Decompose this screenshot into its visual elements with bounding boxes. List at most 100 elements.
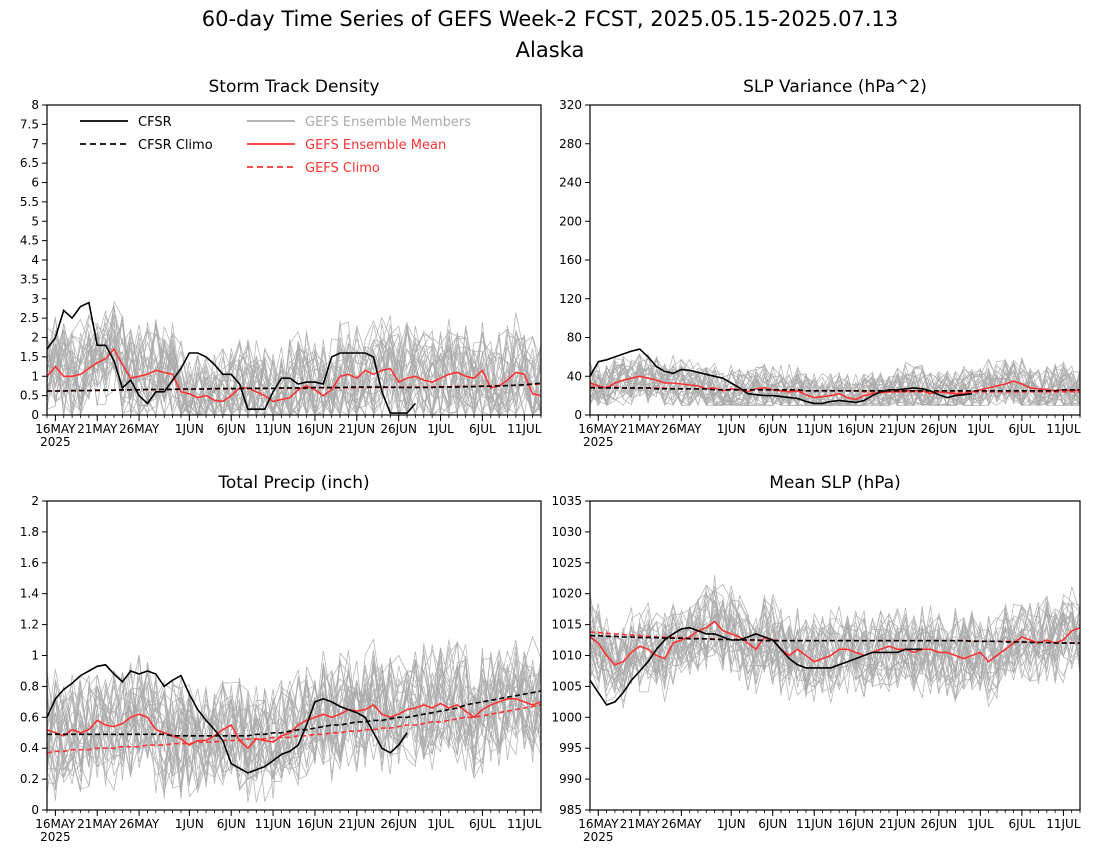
x-tick-label: 21JUN [879, 817, 916, 831]
ensemble-member-line [590, 602, 1080, 693]
y-tick-label: 1025 [551, 556, 582, 570]
ensemble-member-line [47, 658, 541, 780]
y-tick-label: 280 [559, 137, 582, 151]
x-tick-label: 21JUN [879, 422, 916, 436]
x-tick-label: 26JUN [921, 422, 958, 436]
panel-title: Storm Track Density [208, 77, 379, 97]
x-tick-label: 21MAY [620, 422, 661, 436]
y-tick-label: 0.2 [20, 772, 39, 786]
x-tick-label: 21MAY [620, 817, 661, 831]
x-tick-label: 11JUL [1046, 817, 1081, 831]
y-tick-label: 985 [559, 803, 582, 817]
ensemble-member-line [590, 356, 1080, 407]
series-cfsr [47, 663, 408, 774]
y-tick-label: 40 [567, 369, 582, 383]
y-tick-label: 0.6 [20, 710, 39, 724]
x-tick-label: 16MAY [578, 422, 619, 436]
x-tick-label: 6JUL [469, 422, 496, 436]
y-tick-label: 0 [31, 803, 39, 817]
x-tick-label: 21JUN [339, 817, 376, 831]
series-cfsr [590, 626, 923, 706]
x-year-label: 2025 [40, 830, 71, 844]
x-year-label: 2025 [40, 435, 71, 449]
ensemble-member-line [47, 322, 541, 415]
y-tick-label: 2 [31, 494, 39, 508]
x-tick-label: 26MAY [119, 422, 160, 436]
legend: CFSR CFSR Climo GEFS Ensemble Members GEFS … [80, 115, 471, 176]
series-gefs-ensemble-mean [590, 375, 1080, 401]
x-tick-label: 16MAY [578, 817, 619, 831]
x-tick-label: 1JUL [427, 422, 454, 436]
x-tick-label: 11JUN [796, 817, 833, 831]
x-tick-label: 16JUN [297, 817, 334, 831]
legend-label: CFSR Climo [138, 138, 213, 153]
x-tick-label: 21MAY [77, 422, 118, 436]
y-tick-label: 1.5 [20, 350, 39, 364]
series-gefs-ensemble-mean [47, 697, 541, 750]
x-tick-label: 1JUL [427, 817, 454, 831]
ensemble-member-line [47, 639, 541, 793]
y-tick-label: 200 [559, 214, 582, 228]
panel-mean-slp-hpa: Mean SLP (hPa) 985 990 995 1000 1005 1010 1015 1… [551, 473, 1080, 844]
y-tick-label: 1030 [551, 525, 582, 539]
x-tick-label: 26JUN [380, 422, 417, 436]
panel-title: Total Precip (inch) [217, 473, 369, 493]
ensemble-member-line [47, 649, 541, 781]
y-tick-label: 80 [567, 331, 582, 345]
x-tick-label: 1JUN [175, 817, 204, 831]
series-cfsr [47, 301, 417, 414]
x-tick-label: 1JUN [717, 422, 746, 436]
ensemble-member-line [590, 584, 1080, 694]
x-tick-label: 6JUL [1009, 422, 1036, 436]
x-tick-label: 16JUN [297, 422, 334, 436]
ensemble-member-line [590, 357, 1080, 407]
ensemble-member-line [47, 323, 541, 415]
x-tick-label: 6JUL [1009, 817, 1036, 831]
x-tick-label: 26MAY [119, 817, 160, 831]
plot-area [590, 575, 1080, 709]
plot-area [47, 300, 541, 415]
x-tick-label: 11JUL [507, 422, 542, 436]
ensemble-member-line [47, 649, 541, 780]
y-tick-label: 1005 [551, 679, 582, 693]
y-tick-label: 240 [559, 176, 582, 190]
panel-title: Mean SLP (hPa) [769, 473, 901, 493]
y-tick-label: 1.6 [20, 556, 39, 570]
y-tick-label: 1020 [551, 587, 582, 601]
ensemble-member-line [47, 327, 541, 415]
x-tick-label: 11JUN [796, 422, 833, 436]
ensemble-member-line [47, 324, 541, 415]
series-cfsr-climo [47, 690, 541, 737]
y-tick-label: 1010 [551, 649, 582, 663]
ensemble-member-line [47, 647, 541, 781]
y-tick-label: 3 [31, 292, 39, 306]
y-tick-label: 7.5 [20, 117, 39, 131]
x-tick-label: 16MAY [35, 422, 76, 436]
y-tick-label: 1000 [551, 710, 582, 724]
series-cfsr-climo [590, 634, 1080, 644]
y-tick-label: 990 [559, 772, 582, 786]
series-gefs-ensemble-mean [590, 620, 1080, 666]
ensemble-member-line [590, 590, 1080, 708]
y-tick-label: 160 [559, 253, 582, 267]
ensemble-member-line [47, 315, 541, 415]
x-tick-label: 6JUN [758, 817, 787, 831]
y-tick-label: 320 [559, 98, 582, 112]
ensemble-member-line [47, 321, 541, 415]
y-tick-label: 8 [31, 98, 39, 112]
series-gefs-ensemble-mean [47, 347, 541, 403]
y-tick-label: 0.5 [20, 389, 39, 403]
x-tick-label: 21MAY [77, 817, 118, 831]
y-tick-label: 5 [31, 214, 39, 228]
ensemble-member-line [590, 358, 1080, 407]
panel-total-precip-inch: Total Precip (inch) 0 0.2 0.4 0.6 0.8 1 1.2 1.4 1… [20, 473, 542, 844]
panel-title: SLP Variance (hPa^2) [743, 77, 927, 97]
plot-area [47, 635, 541, 803]
x-tick-label: 6JUN [217, 817, 246, 831]
y-tick-label: 6.5 [20, 156, 39, 170]
x-tick-label: 6JUN [758, 422, 787, 436]
x-year-label: 2025 [583, 435, 614, 449]
legend-label: GEFS Ensemble Members [305, 115, 471, 130]
ensemble-member-line [590, 593, 1080, 709]
y-tick-label: 1015 [551, 618, 582, 632]
